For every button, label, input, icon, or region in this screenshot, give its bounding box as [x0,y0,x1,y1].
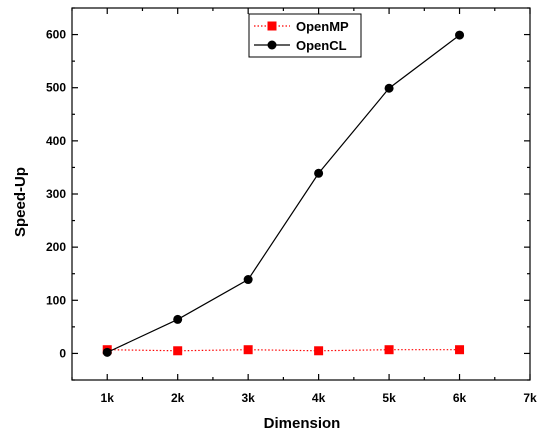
data-point-opencl [455,30,465,40]
series-line-opencl [106,34,460,353]
x-tick-label: 3k [241,391,255,405]
legend-box [248,13,362,58]
data-point-openmp [455,345,465,355]
y-tick-label: 600 [46,28,66,42]
y-tick-label: 400 [46,134,66,148]
legend: OpenMP OpenCL [248,13,362,58]
legend-marker-openmp [267,21,277,31]
data-point-opencl [173,314,183,324]
data-point-opencl [384,83,394,93]
data-point-openmp [173,346,183,356]
x-tick-label: 1k [101,391,115,405]
x-axis-title: Dimension [264,415,341,432]
data-point-openmp [314,346,324,356]
plot-frame [71,7,531,381]
series-line-openmp [107,349,460,352]
y-tick-label: 200 [46,240,66,254]
legend-label-openmp: OpenMP [296,19,349,34]
axes: 0 100 200 300 400 500 600 1k 2k 3k 4k 5k 6k 7k [46,7,537,405]
y-tick-label: 0 [59,346,66,360]
data-point-openmp [243,345,253,355]
y-tick-label: 500 [46,81,66,95]
legend-label-opencl: OpenCL [296,38,347,53]
series-openmp [102,345,465,356]
y-axis-title: Speed-Up [12,167,29,237]
series-layer [102,30,465,357]
x-tick-label: 7k [523,391,537,405]
y-tick-label: 300 [46,187,66,201]
x-tick-label: 6k [453,391,467,405]
y-tick-label: 100 [46,293,66,307]
legend-marker-opencl [267,40,277,50]
series-opencl [102,30,465,357]
data-point-opencl [314,168,324,178]
x-tick-label: 4k [312,391,326,405]
x-tick-label: 5k [382,391,396,405]
data-point-opencl [243,275,253,285]
data-point-openmp [384,345,394,355]
x-tick-label: 2k [171,391,185,405]
data-point-opencl [102,347,112,357]
